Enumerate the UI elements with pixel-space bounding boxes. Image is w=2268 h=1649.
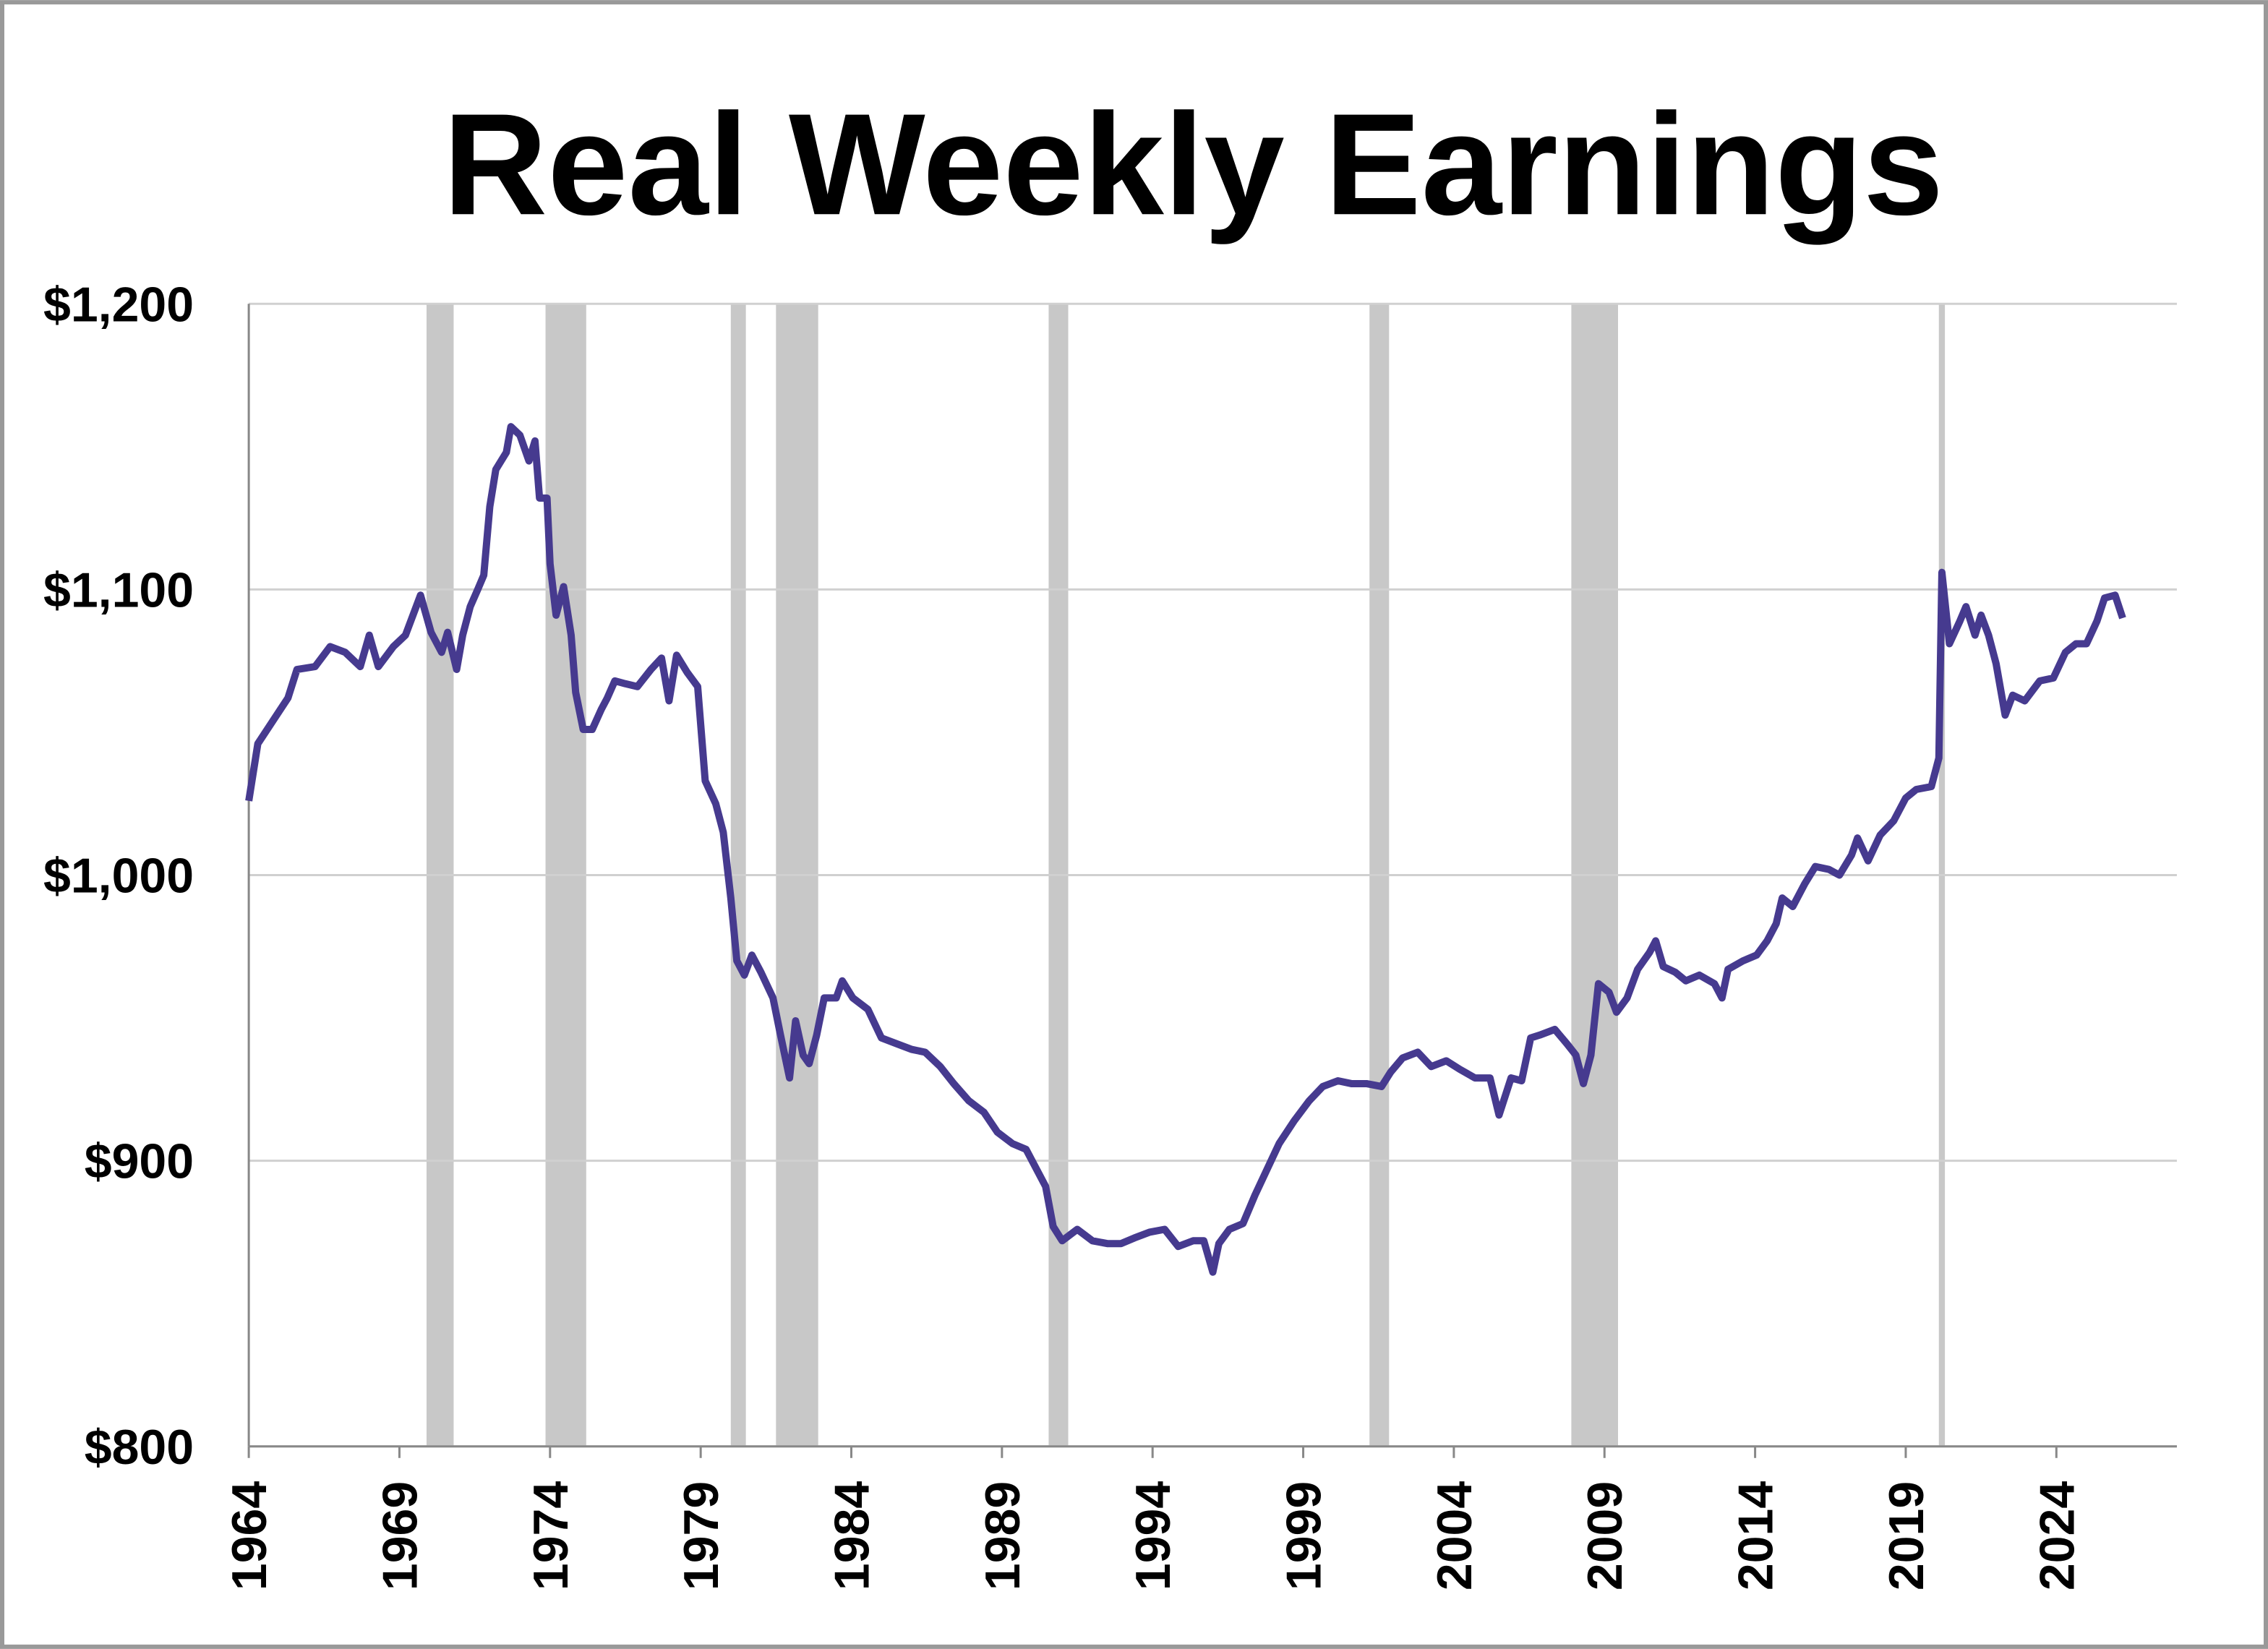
x-tick-label: 2014: [1729, 1481, 1784, 1590]
x-tick-label: 1994: [1126, 1481, 1181, 1590]
x-tick-label: 1984: [825, 1481, 880, 1590]
x-tick-label: 1969: [372, 1481, 427, 1590]
chart-title: Real Weekly Earnings: [443, 84, 1944, 245]
x-tick-label: 1974: [523, 1481, 578, 1590]
y-tick-label: $1,000: [43, 849, 194, 904]
x-tick-label: 2009: [1578, 1481, 1632, 1590]
y-tick-label: $1,100: [43, 562, 194, 617]
y-tick-label: $900: [85, 1134, 194, 1189]
x-tick-label: 2019: [1879, 1481, 1934, 1590]
y-tick-label: $1,200: [43, 277, 194, 332]
x-tick-label: 1964: [222, 1481, 277, 1590]
y-tick-label: $800: [85, 1420, 194, 1475]
data-line: [245, 423, 2126, 1276]
x-tick-label: 1989: [975, 1481, 1030, 1590]
x-tick-label: 2024: [2029, 1481, 2084, 1590]
x-tick-label: 2004: [1427, 1481, 1482, 1590]
x-tick-label: 1979: [674, 1481, 729, 1590]
x-tick-label: 1999: [1277, 1481, 1332, 1590]
